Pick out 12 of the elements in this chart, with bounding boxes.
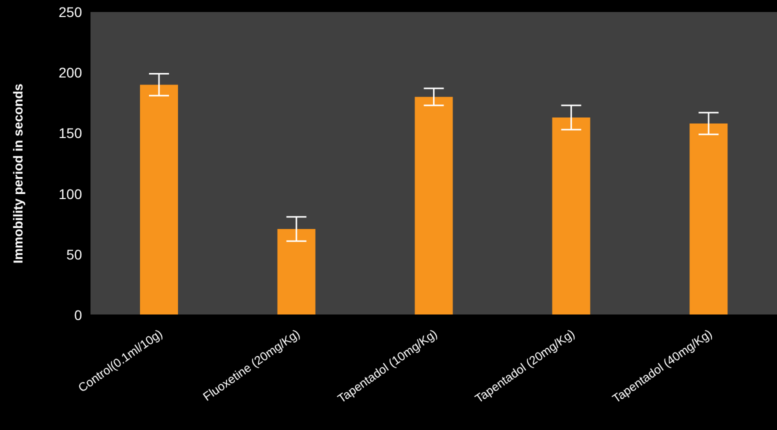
y-tick-label: 100 bbox=[58, 186, 82, 202]
bar bbox=[414, 96, 453, 315]
y-tick-label: 0 bbox=[74, 306, 82, 323]
y-tick-label: 250 bbox=[58, 4, 82, 20]
bar bbox=[140, 84, 178, 315]
bar bbox=[552, 117, 590, 315]
y-tick-label: 50 bbox=[66, 246, 82, 262]
y-axis-title: Immobility period in seconds bbox=[10, 84, 26, 264]
y-tick-label: 200 bbox=[58, 64, 82, 81]
y-tick-label: 150 bbox=[58, 125, 82, 142]
bar bbox=[690, 124, 728, 315]
bar bbox=[277, 228, 316, 315]
